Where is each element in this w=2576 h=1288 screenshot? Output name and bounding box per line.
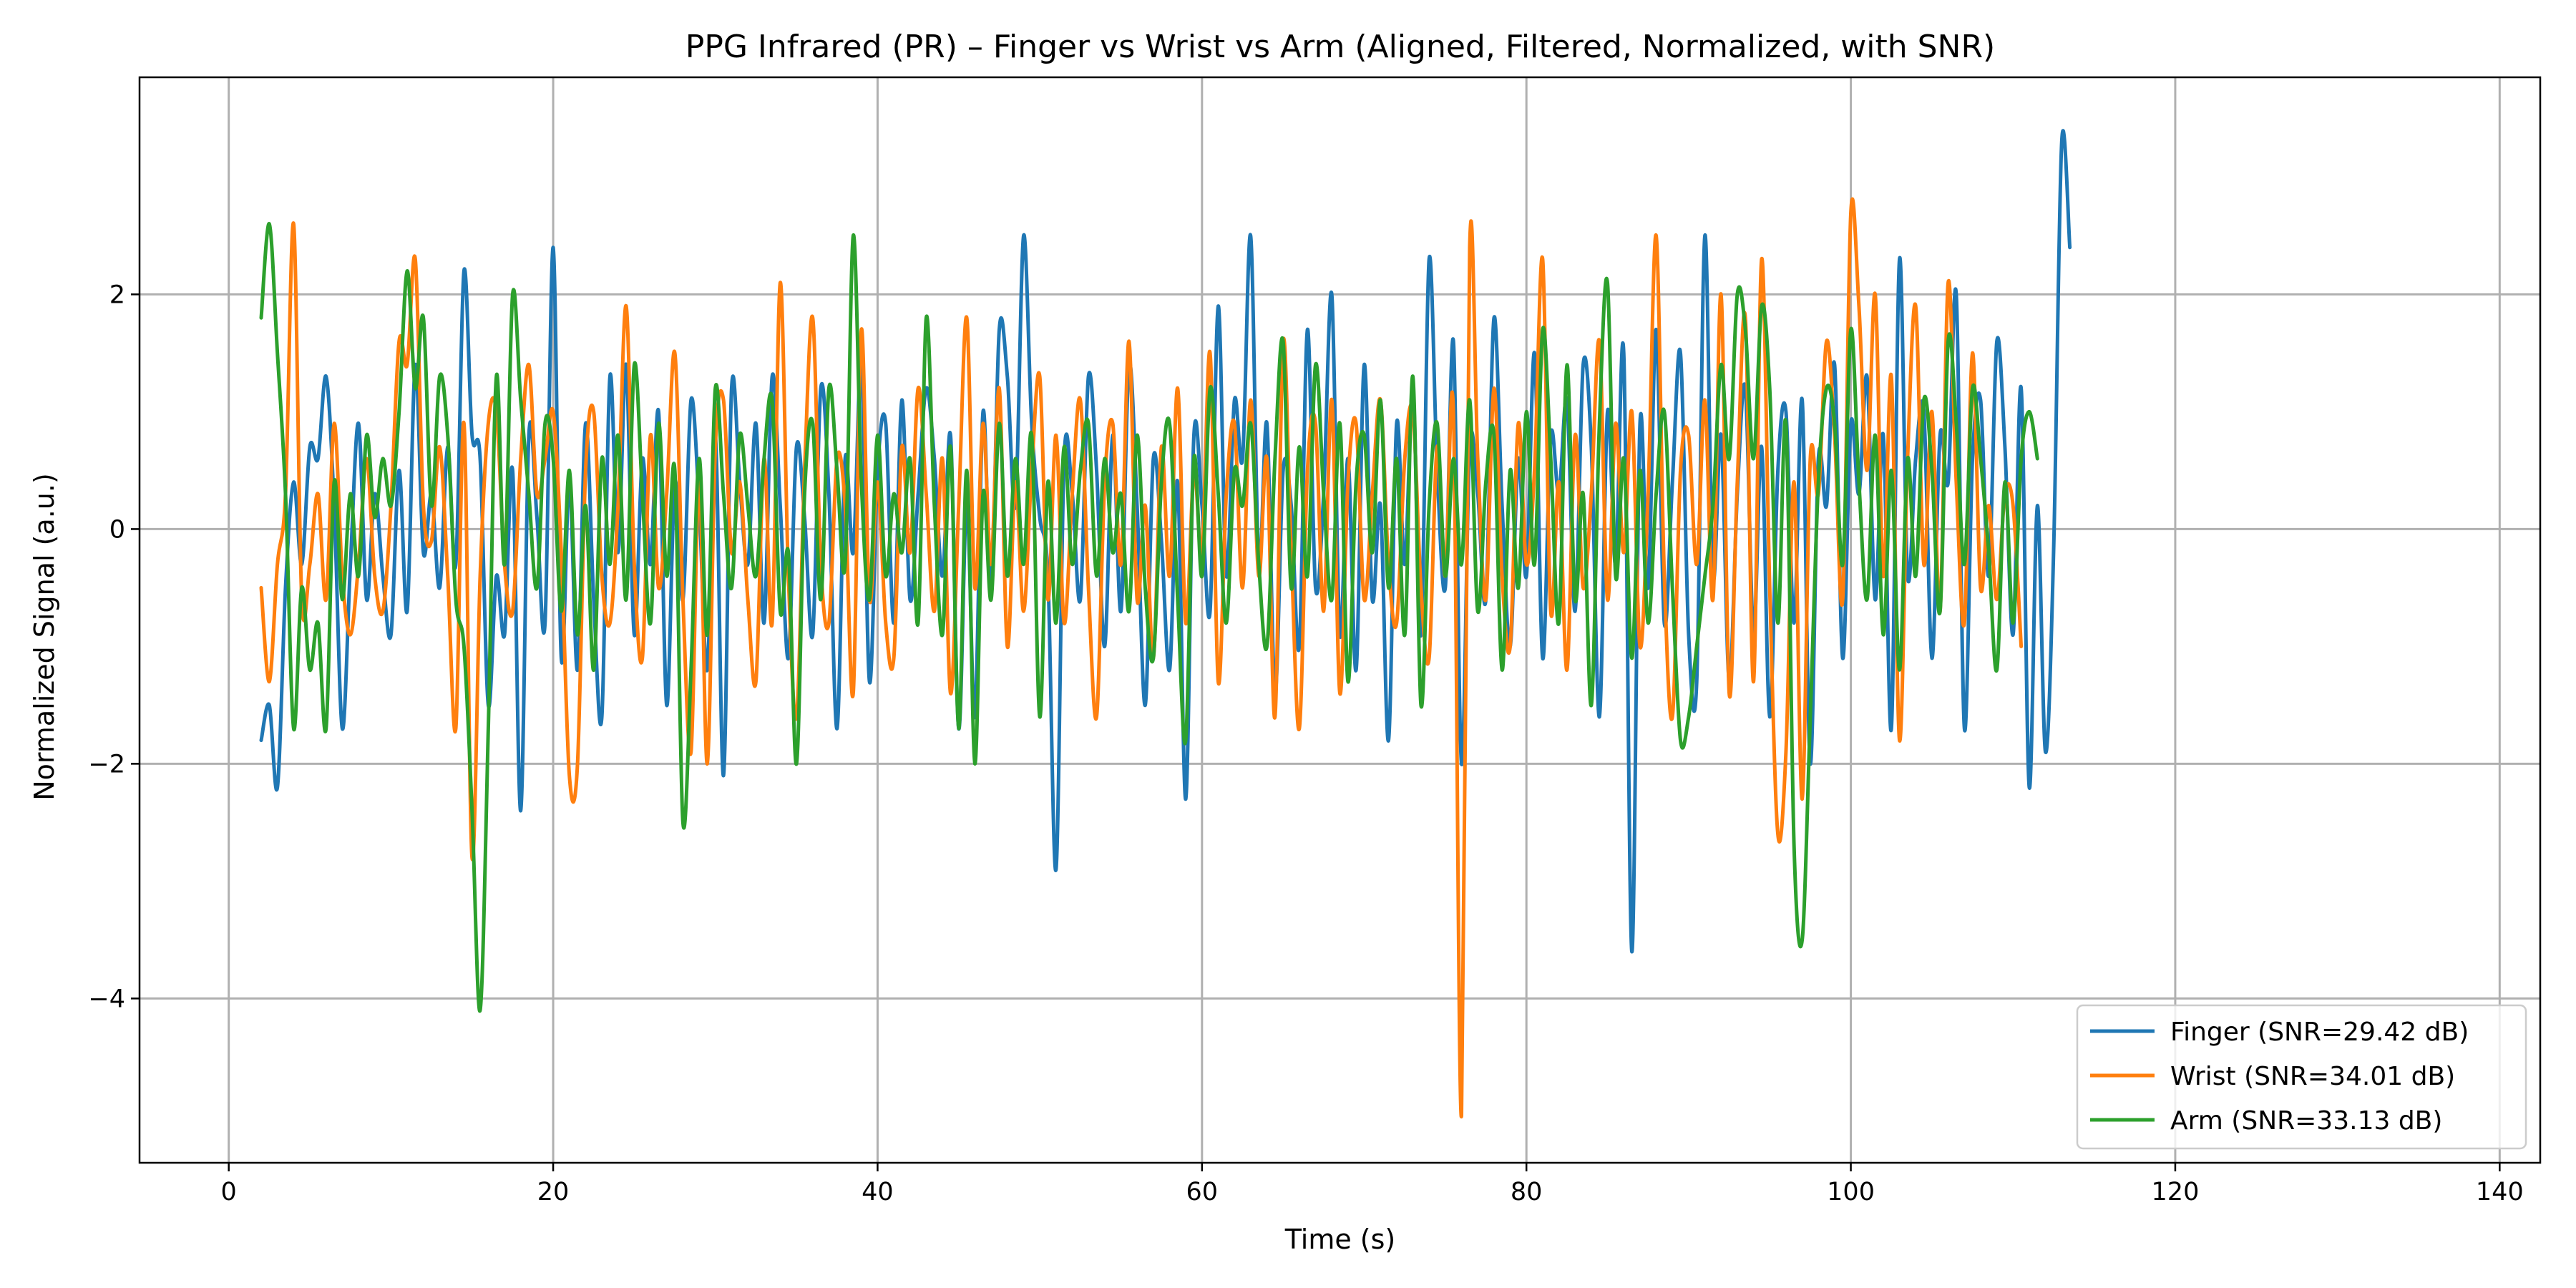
x-tick-label: 20 [537,1178,570,1206]
y-tick-label: −2 [88,750,125,779]
x-tick-label: 80 [1511,1178,1543,1206]
series-layer [259,129,2072,1118]
y-tick-label: −4 [88,985,125,1013]
series-line-finger [259,129,2072,954]
legend-entry: Arm (SNR=33.13 dB) [2170,1106,2442,1136]
x-tick-label: 40 [862,1178,894,1206]
legend: Finger (SNR=29.42 dB) Wrist (SNR=34.01 dB… [2076,1004,2527,1150]
legend-entry: Finger (SNR=29.42 dB) [2170,1018,2469,1047]
x-tick-label: 120 [2152,1178,2200,1206]
legend-entry: Wrist (SNR=34.01 dB) [2170,1062,2455,1091]
y-axis: −4 −2 0 2 [88,280,140,1013]
x-tick-label: 60 [1186,1178,1219,1206]
y-axis-label: Normalized Signal (a.u.) [29,473,60,801]
x-tick-label: 0 [221,1178,237,1206]
x-axis-label: Time (s) [1284,1224,1396,1255]
y-tick-label: 0 [109,515,125,544]
legend-box [2076,1004,2527,1150]
y-tick-label: 2 [109,280,125,309]
x-tick-label: 100 [1827,1178,1875,1206]
chart-title: PPG Infrared (PR) – Finger vs Wrist vs A… [686,29,1995,65]
series-line-arm [259,222,2039,1013]
x-tick-label: 140 [2476,1178,2524,1206]
x-axis: 0 20 40 60 80 100 120 140 [221,1163,2524,1206]
plot-frame [138,76,2542,1164]
